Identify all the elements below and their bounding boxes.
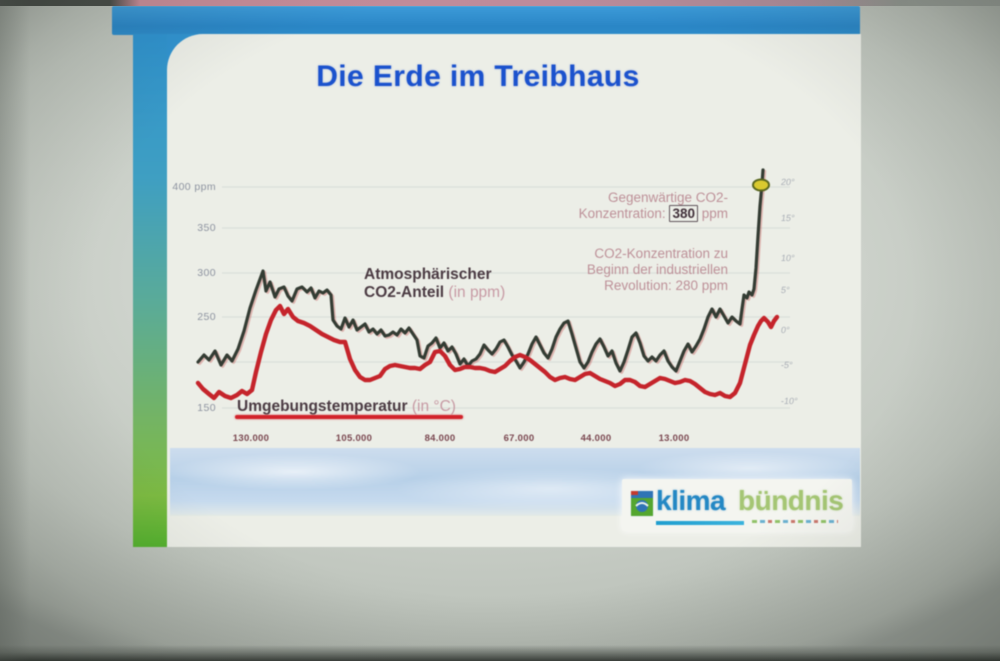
y-axis-right-tick: -10° [780,396,799,406]
y-axis-left-tick: 150 [197,402,216,414]
co2-line [196,168,765,373]
y-axis-right-tick: 10° [780,253,796,263]
co2-series-label-line2: CO2-Anteil [364,283,445,301]
annotation-preindustrial-line3: Revolution: 280 ppm [604,278,728,294]
x-axis-tick: 67.000 [503,433,535,444]
annotation-current-co2-line2: Konzentration: [578,206,666,222]
y-axis-right-tick: -5° [780,360,794,370]
y-axis-left-tick: 250 [197,311,216,323]
temp-series-label-text: Umgebungstemperatur [237,398,408,415]
annotation-preindustrial-co2: CO2-Konzentration zu Beginn der industri… [516,246,728,295]
co2-current-value: 380 [669,205,698,223]
x-axis-tick: 84.000 [424,433,456,444]
annotation-current-co2-unit: ppm [701,206,728,222]
x-axis-tick: 13.000 [658,433,690,444]
klimabuendnis-logo-icon [630,490,654,517]
annotation-current-co2-line1: Gegenwärtige CO2- [607,190,728,205]
x-axis-tick: 130.000 [232,433,270,444]
y-axis-right-tick: 20° [780,177,796,187]
slide-top-bar [112,6,860,35]
annotation-preindustrial-line2: Beginn der industriellen [586,262,728,278]
co2-series-label-unit: (in ppm) [448,283,506,301]
y-axis-right-tick: 5° [780,285,791,295]
co2-highlight-marker [752,178,770,192]
temp-series-label: Umgebungstemperatur (in °C) [235,398,463,419]
logo-text-klima: klima [656,485,726,516]
annotation-current-co2: Gegenwärtige CO2- Konzentration: 380 ppm [528,190,728,223]
temp-series-underline [235,415,463,419]
temp-series-label-unit: (in °C) [411,398,456,415]
y-axis-left-tick: 400 ppm [172,181,216,193]
y-axis-left-tick: 300 [197,267,216,279]
slide: klima bündnis [112,6,861,547]
y-axis-left-tick: 350 [197,222,216,234]
slide-title: Die Erde im Treibhaus [316,60,640,93]
co2-series-label-line1: Atmosphärischer [364,266,492,283]
x-axis-tick: 105.000 [335,433,373,444]
slide-left-accent-bar [133,34,167,547]
temp-line [195,303,780,401]
co2-series-label: Atmosphärischer CO2-Anteil (in ppm) [364,266,505,302]
logo-text-buendnis: bündnis [738,485,844,516]
y-axis-right-tick: 0° [780,325,791,335]
x-axis-tick: 44.000 [580,433,612,444]
logo-tagline-dashes [752,520,838,523]
y-axis-right-tick: 15° [780,213,796,223]
logo-underline [656,521,744,525]
annotation-preindustrial-line1: CO2-Konzentration zu [594,246,728,261]
klimabuendnis-logo: klima bündnis [622,479,852,531]
